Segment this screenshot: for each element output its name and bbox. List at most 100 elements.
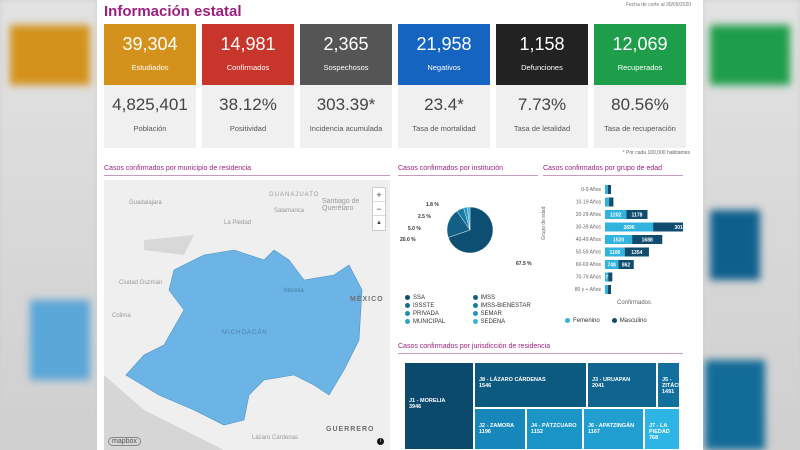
stat-card-bottom: 38.12% Positividad bbox=[202, 85, 294, 148]
state-info-panel: Información estatal Fecha de corte al 30… bbox=[97, 0, 703, 450]
legend-dot bbox=[405, 319, 410, 324]
stat-label: Defunciones bbox=[521, 63, 563, 72]
blurred-card bbox=[10, 25, 90, 85]
stat-value: 1,158 bbox=[519, 34, 565, 54]
treemap-value: 768 bbox=[649, 435, 659, 441]
map-label: Lázaro Cárdenas bbox=[252, 435, 299, 441]
treemap-cell[interactable]: J4 - PÁTZCUARO 1152 bbox=[526, 408, 583, 450]
blurred-treemap bbox=[705, 360, 765, 450]
treemap-name: J5 - ZITÁCUARO bbox=[662, 377, 695, 389]
age-category-label: 70-79 Años bbox=[576, 275, 602, 281]
treemap-cell[interactable]: J6 - APATZINGÁN 1167 bbox=[583, 408, 644, 450]
stat-label: Recuperados bbox=[617, 63, 663, 72]
stat-value: 14,981 bbox=[220, 34, 276, 54]
age-category-label: 30-39 Años bbox=[576, 225, 602, 231]
treemap-cell[interactable]: J3 - URUAPAN 2041 bbox=[587, 362, 657, 408]
stat-card-top: 12,069 Recuperados bbox=[594, 24, 686, 85]
legend-dot bbox=[472, 303, 478, 308]
info-icon[interactable]: i bbox=[377, 438, 384, 445]
blurred-chart bbox=[710, 210, 760, 280]
legend-label: SSA bbox=[413, 294, 426, 301]
stat-sub-value: 80.56% bbox=[611, 95, 669, 114]
pie-slice[interactable] bbox=[447, 206, 494, 254]
age-bar-label: 748 bbox=[608, 263, 617, 269]
age-bar-masculino[interactable] bbox=[624, 247, 649, 257]
treemap-name: J2 - ZAMORA bbox=[479, 423, 515, 429]
age-bar-femenino[interactable] bbox=[605, 272, 609, 282]
stat-card-top: 39,304 Estudiados bbox=[104, 24, 196, 85]
age-category-label: 50-59 Años bbox=[576, 250, 602, 256]
legend-dot bbox=[565, 318, 570, 323]
treemap-value: 1491 bbox=[662, 389, 675, 395]
age-bar-masculino[interactable] bbox=[618, 260, 634, 269]
age-bar-femenino[interactable] bbox=[605, 222, 654, 232]
age-bar-masculino[interactable] bbox=[608, 272, 613, 282]
age-category-label: 80 y + Años bbox=[575, 287, 602, 293]
age-category-label: 60-69 Años bbox=[576, 262, 602, 268]
age-category-label: 40-49 Años bbox=[576, 237, 602, 243]
pie-label: 67.5 % bbox=[516, 261, 532, 267]
stat-value: 39,304 bbox=[122, 34, 178, 54]
page-title: Información estatal bbox=[104, 3, 242, 20]
stat-sub-label: Población bbox=[133, 124, 167, 133]
age-bar-masculino[interactable] bbox=[653, 222, 683, 232]
legend-item: ISSSTE bbox=[405, 302, 473, 309]
legend-label: Femenino bbox=[573, 317, 600, 324]
age-bar-masculino[interactable] bbox=[626, 210, 648, 219]
legend-label: IMSS-BIENESTAR bbox=[480, 302, 531, 309]
pie-slice[interactable] bbox=[467, 206, 471, 231]
legend-dot bbox=[405, 295, 410, 300]
age-bar-femenino[interactable] bbox=[605, 197, 610, 207]
pie-label: 5.0 % bbox=[408, 226, 421, 232]
treemap-name: J1 - MORELIA bbox=[409, 398, 446, 404]
treemap-value: 1152 bbox=[531, 429, 543, 435]
legend-label: IMSS bbox=[480, 294, 496, 301]
zoom-out-button[interactable]: − bbox=[373, 202, 385, 216]
age-bar-masculino[interactable] bbox=[608, 285, 611, 294]
jurisdiction-title: Casos confirmados por jurisdicción de re… bbox=[398, 343, 683, 354]
age-bar-masculino[interactable] bbox=[609, 197, 614, 207]
legend-dot bbox=[472, 311, 478, 316]
jurisdiction-treemap: J1 - MORELIA 3946 J8 - LÁZARO CÁRDENAS 1546… bbox=[404, 362, 695, 450]
age-bar-label: 1202 bbox=[610, 213, 621, 219]
age-bar-femenino[interactable] bbox=[605, 235, 633, 244]
compass-button[interactable]: ▲ bbox=[376, 220, 382, 226]
stat-sub-label: Tasa de mortalidad bbox=[412, 124, 476, 133]
treemap-cell[interactable]: J5 - ZITÁCUARO 1491 bbox=[657, 362, 695, 408]
age-xlabel: Confirmados bbox=[617, 300, 652, 306]
stat-value: 21,958 bbox=[416, 34, 472, 54]
stat-card-bottom: 23.4* Tasa de mortalidad bbox=[398, 85, 490, 148]
institution-legend: SSA IMSS ISSSTE IMSS-BIENESTAR PRIVADA SEMAR M… bbox=[405, 294, 540, 325]
age-category-label: 0-9 Años bbox=[581, 187, 601, 193]
age-bar-femenino[interactable] bbox=[605, 247, 625, 257]
treemap-cell[interactable]: J7 - LA PIEDAD 768 bbox=[644, 408, 680, 450]
age-bar-masculino[interactable] bbox=[608, 185, 611, 194]
age-bar-femenino[interactable] bbox=[605, 260, 619, 269]
zoom-in-button[interactable]: + bbox=[373, 188, 385, 202]
stat-card: 39,304 Estudiados 4,825,401 Población bbox=[104, 24, 196, 148]
age-bar-femenino[interactable] bbox=[605, 210, 627, 219]
legend-dot bbox=[405, 303, 410, 308]
age-bar-label: 1178 bbox=[632, 213, 643, 219]
footnote: * Por cada 100,000 habitantes bbox=[622, 150, 690, 156]
age-legend: Femenino Masculino bbox=[565, 317, 647, 324]
treemap-cell[interactable]: J1 - MORELIA 3946 bbox=[404, 362, 474, 450]
age-bar-femenino[interactable] bbox=[605, 185, 608, 194]
ocean bbox=[104, 375, 224, 450]
institution-pie-chart: 67.5 % 20.0 % 5.0 % 2.5 % 1.8 % bbox=[400, 202, 532, 267]
legend-item: SEDENA bbox=[472, 318, 541, 325]
municipality-map[interactable]: Guadalajara GUANAJUATO Salamanca Santiag… bbox=[104, 180, 390, 450]
legend-dot bbox=[405, 311, 410, 316]
age-category-label: 20-29 Años bbox=[576, 212, 602, 218]
mapbox-logo[interactable]: mapbox bbox=[108, 437, 141, 446]
treemap-value: 3946 bbox=[409, 404, 422, 410]
institution-title: Casos confirmados por institución bbox=[398, 165, 538, 176]
treemap-cell[interactable]: J8 - LÁZARO CÁRDENAS 1546 bbox=[474, 362, 587, 408]
age-bar-femenino[interactable] bbox=[605, 285, 608, 294]
map-label: La Piedad bbox=[224, 220, 252, 226]
treemap-name: J8 - LÁZARO CÁRDENAS bbox=[479, 377, 546, 383]
age-bar-masculino[interactable] bbox=[632, 235, 663, 244]
age-bar-chart: 0-9 Años 10-19 Años 20-29 Años 1202 1178 30-3… bbox=[575, 185, 683, 294]
legend-femenino: Femenino bbox=[565, 317, 600, 324]
treemap-cell[interactable]: J2 - ZAMORA 1196 bbox=[474, 408, 526, 450]
